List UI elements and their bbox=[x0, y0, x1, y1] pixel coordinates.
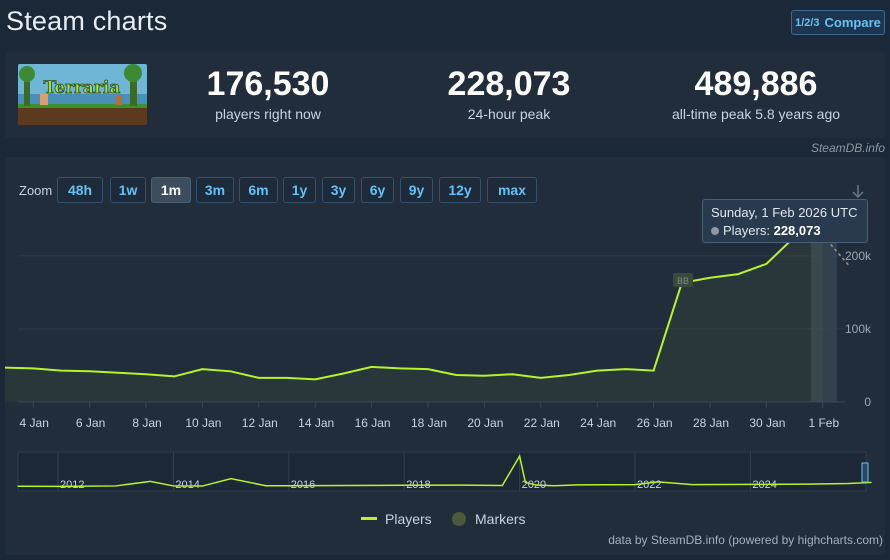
game-logo-text: Terraria bbox=[44, 78, 121, 98]
x-tick-label: 12 Jan bbox=[242, 416, 278, 430]
current-players-value: 176,530 bbox=[206, 65, 330, 103]
x-tick-label: 10 Jan bbox=[185, 416, 221, 430]
stat-current-players: 176,530 players right now bbox=[153, 65, 383, 122]
x-tick-label: 28 Jan bbox=[693, 416, 729, 430]
annotation-flag bbox=[673, 273, 693, 287]
y-tick-label: 100k bbox=[845, 322, 872, 336]
x-tick-label: 20 Jan bbox=[467, 416, 503, 430]
compare-icon: 1/2/3 bbox=[795, 16, 820, 29]
tooltip-value: 228,073 bbox=[773, 223, 821, 238]
zoom-button-3m[interactable]: 3m bbox=[196, 177, 234, 203]
compare-label: Compare bbox=[824, 15, 881, 30]
legend-players[interactable]: Players bbox=[361, 509, 432, 529]
navigator-series-line bbox=[17, 454, 872, 488]
game-logo-art: Terraria bbox=[18, 64, 147, 125]
y-tick-label: 200k bbox=[845, 249, 872, 263]
legend-marker-icon bbox=[452, 512, 466, 526]
x-tick-label: 14 Jan bbox=[298, 416, 334, 430]
series-area bbox=[5, 235, 823, 402]
compare-button[interactable]: 1/2/3 Compare bbox=[791, 10, 885, 35]
all-time-peak-value: 489,886 bbox=[694, 65, 818, 103]
zoom-button-6m[interactable]: 6m bbox=[239, 177, 278, 203]
navigator-year-label: 2012 bbox=[60, 479, 84, 491]
x-tick-label: 8 Jan bbox=[132, 416, 161, 430]
zoom-button-1y[interactable]: 1y bbox=[283, 177, 316, 203]
current-players-label: players right now bbox=[215, 106, 321, 122]
zoom-button-12y[interactable]: 12y bbox=[439, 177, 481, 203]
zoom-button-max[interactable]: max bbox=[487, 177, 537, 203]
stat-all-time-peak: 489,886 all-time peak 5.8 years ago bbox=[641, 65, 871, 122]
legend-markers-label: Markers bbox=[475, 511, 526, 527]
stats-panel: Terraria 176,530 players right now 228,0… bbox=[5, 52, 885, 138]
x-tick-label: 26 Jan bbox=[637, 416, 673, 430]
legend-markers[interactable]: Markers bbox=[451, 509, 526, 529]
annotation-label: BB bbox=[677, 276, 689, 286]
game-logo-image[interactable]: Terraria bbox=[18, 64, 147, 125]
chart-tooltip: Sunday, 1 Feb 2026 UTC Players: 228,073 bbox=[702, 199, 868, 243]
steamdb-credit-top[interactable]: SteamDB.info bbox=[810, 141, 885, 155]
peak-24h-label: 24-hour peak bbox=[467, 106, 551, 122]
x-tick-label: 22 Jan bbox=[524, 416, 560, 430]
x-tick-label: 24 Jan bbox=[580, 416, 616, 430]
all-time-peak-label: all-time peak 5.8 years ago bbox=[671, 106, 841, 122]
navigator-year-label: 2022 bbox=[637, 479, 661, 491]
zoom-button-3y[interactable]: 3y bbox=[322, 177, 355, 203]
x-tick-label: 6 Jan bbox=[76, 416, 105, 430]
download-icon bbox=[852, 185, 864, 201]
legend-line-icon bbox=[361, 517, 377, 520]
zoom-label: Zoom bbox=[19, 183, 53, 198]
x-tick-label: 1 Feb bbox=[808, 416, 839, 430]
zoom-button-48h[interactable]: 48h bbox=[57, 177, 103, 203]
navigator-year-label: 2014 bbox=[175, 479, 199, 491]
tooltip-dot-icon bbox=[711, 227, 719, 235]
hover-band bbox=[810, 242, 837, 402]
navigator-handle bbox=[861, 462, 869, 483]
x-tick-label: 18 Jan bbox=[411, 416, 447, 430]
tooltip-series: Players: bbox=[723, 223, 770, 238]
highcharts-credit[interactable]: data by SteamDB.info (powered by highcha… bbox=[608, 533, 883, 547]
stat-24h-peak: 228,073 24-hour peak bbox=[394, 65, 624, 122]
y-tick-label: 0 bbox=[864, 395, 871, 409]
page-title: Steam charts bbox=[6, 6, 168, 36]
tooltip-date: Sunday, 1 Feb 2026 UTC bbox=[711, 205, 858, 220]
legend-players-label: Players bbox=[385, 511, 432, 527]
x-tick-label: 4 Jan bbox=[20, 416, 49, 430]
zoom-button-1m[interactable]: 1m bbox=[151, 177, 191, 203]
zoom-button-1w[interactable]: 1w bbox=[110, 177, 146, 203]
zoom-button-6y[interactable]: 6y bbox=[361, 177, 394, 203]
x-tick-label: 16 Jan bbox=[355, 416, 391, 430]
peak-24h-value: 228,073 bbox=[447, 65, 571, 103]
x-tick-label: 30 Jan bbox=[749, 416, 785, 430]
zoom-button-9y[interactable]: 9y bbox=[400, 177, 433, 203]
